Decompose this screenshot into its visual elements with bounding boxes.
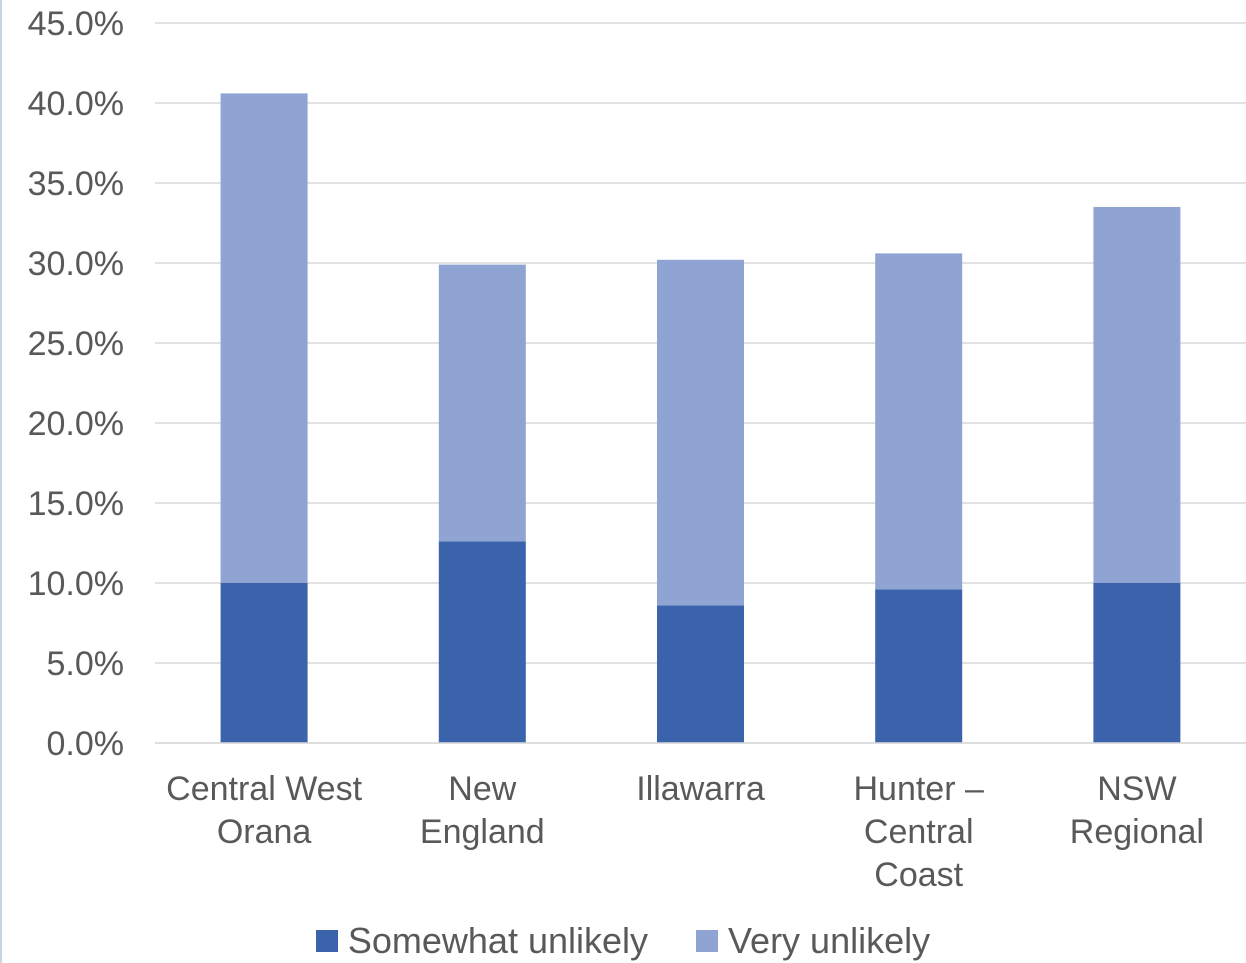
bar-segment <box>220 583 308 743</box>
bar-segment <box>438 541 526 743</box>
x-tick-label: New England <box>420 770 545 851</box>
y-tick-label: 35.0% <box>28 165 124 203</box>
bar-segment <box>438 264 526 542</box>
legend-label-very-unlikely: Very unlikely <box>728 920 931 961</box>
stacked-bar-chart: 0.0% 5.0% 10.0% 15.0% 20.0% 25.0% 30.0% 35.0% 40… <box>28 5 1246 894</box>
x-tick-label: NSW Regional <box>1070 770 1204 851</box>
legend-item-very-unlikely: Very unlikely <box>696 920 930 962</box>
bar-segment <box>657 605 744 743</box>
y-tick-label: 30.0% <box>28 245 124 283</box>
y-tick-label: 0.0% <box>47 725 125 763</box>
y-tick-label: 10.0% <box>28 565 124 603</box>
bar-segment <box>220 93 308 584</box>
legend-swatch-very-unlikely <box>696 930 719 952</box>
y-tick-label: 20.0% <box>28 405 124 443</box>
x-tick-label: Hunter – Central Coast <box>853 770 983 894</box>
bar-segment <box>1093 583 1181 743</box>
left-border <box>0 0 2 963</box>
y-tick-label: 15.0% <box>28 485 124 523</box>
legend-swatch-somewhat-unlikely <box>315 930 338 952</box>
y-tick-label: 40.0% <box>28 85 124 123</box>
legend: Somewhat unlikely Very unlikely <box>0 920 1246 962</box>
bar-segment <box>1093 207 1181 583</box>
x-tick-label: Central West Orana <box>166 770 362 851</box>
bar-segment <box>875 253 963 590</box>
bar-segment <box>875 589 963 743</box>
y-tick-label: 25.0% <box>28 325 124 363</box>
bar-segment <box>657 259 744 606</box>
y-tick-label: 45.0% <box>28 5 124 43</box>
legend-item-somewhat-unlikely: Somewhat unlikely <box>315 920 649 962</box>
legend-label-somewhat-unlikely: Somewhat unlikely <box>347 920 649 961</box>
y-tick-label: 5.0% <box>47 645 125 683</box>
x-tick-label: Illawarra <box>636 770 765 808</box>
